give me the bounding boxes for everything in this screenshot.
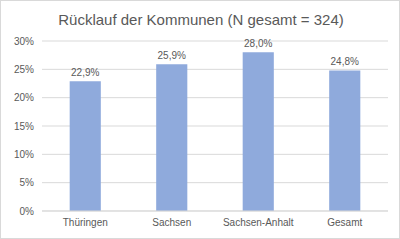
svg-text:20%: 20%	[14, 92, 34, 103]
svg-text:10%: 10%	[14, 149, 34, 160]
html-text:Rücklauf der Kommunen (N gesam: Rücklauf der Kommunen (N gesamt = 324)	[58, 11, 344, 28]
svg-text:28,0%: 28,0%	[244, 38, 272, 49]
svg-text:22,9%: 22,9%	[71, 67, 99, 78]
svg-text:Thüringen: Thüringen	[63, 217, 108, 228]
svg-text:Sachsen-Anhalt: Sachsen-Anhalt	[223, 217, 294, 228]
svg-text:0%: 0%	[20, 206, 35, 217]
svg-text:Sachsen: Sachsen	[152, 217, 191, 228]
svg-text:Gesamt: Gesamt	[327, 217, 362, 228]
svg-text:15%: 15%	[14, 121, 34, 132]
svg-text:25,9%: 25,9%	[158, 50, 186, 61]
svg-text:25%: 25%	[14, 64, 34, 75]
svg-text:24,8%: 24,8%	[331, 56, 359, 67]
svg-text:30%: 30%	[14, 36, 34, 47]
svg-text:5%: 5%	[20, 177, 35, 188]
